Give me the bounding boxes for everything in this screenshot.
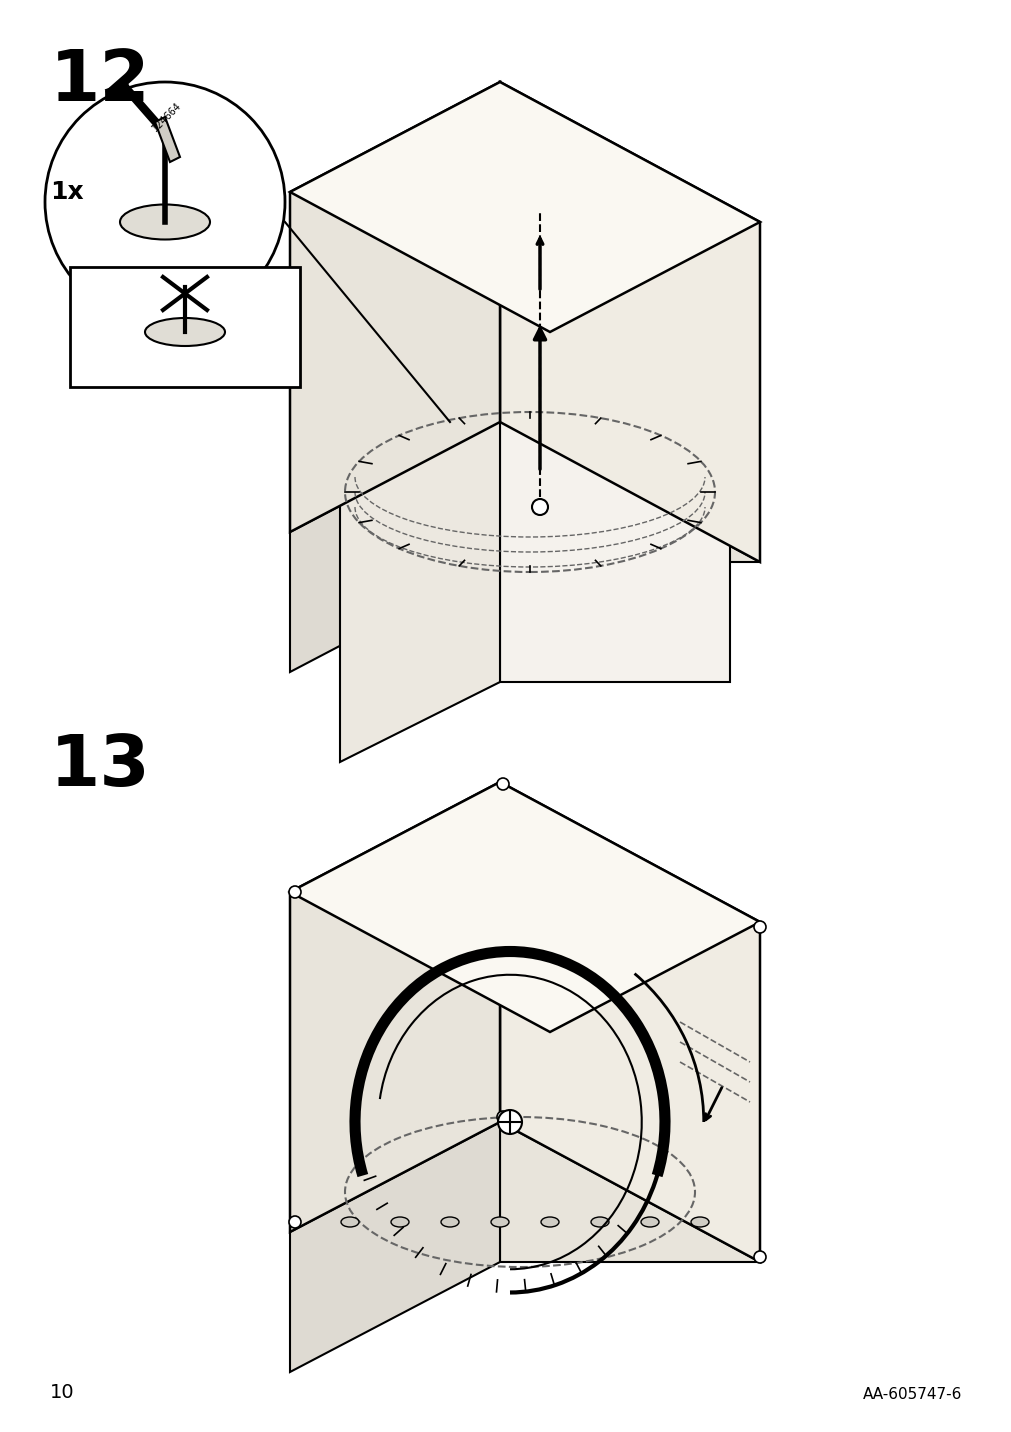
Ellipse shape — [640, 1217, 658, 1227]
Polygon shape — [499, 402, 729, 682]
Ellipse shape — [341, 1217, 359, 1227]
Polygon shape — [290, 82, 499, 533]
Text: 12: 12 — [50, 47, 151, 116]
Ellipse shape — [691, 1217, 709, 1227]
Ellipse shape — [145, 318, 224, 347]
Polygon shape — [290, 1123, 499, 1372]
Circle shape — [44, 82, 285, 322]
Polygon shape — [290, 82, 759, 332]
Polygon shape — [499, 782, 759, 1262]
Ellipse shape — [390, 1217, 408, 1227]
Text: 124664: 124664 — [150, 100, 183, 133]
Ellipse shape — [490, 1217, 509, 1227]
Circle shape — [753, 1252, 765, 1263]
Text: 13: 13 — [50, 732, 151, 800]
Circle shape — [532, 498, 548, 516]
Polygon shape — [499, 82, 759, 561]
Polygon shape — [290, 422, 499, 672]
Polygon shape — [340, 402, 499, 762]
Circle shape — [497, 1110, 522, 1134]
Ellipse shape — [541, 1217, 558, 1227]
Polygon shape — [290, 782, 759, 1032]
FancyBboxPatch shape — [70, 266, 299, 387]
Circle shape — [289, 1216, 300, 1229]
Circle shape — [496, 1111, 509, 1123]
Polygon shape — [155, 117, 180, 162]
Circle shape — [753, 921, 765, 934]
Text: 1x: 1x — [50, 180, 84, 203]
Ellipse shape — [590, 1217, 609, 1227]
Text: AA-605747-6: AA-605747-6 — [861, 1388, 961, 1402]
Ellipse shape — [441, 1217, 459, 1227]
Polygon shape — [290, 782, 499, 1232]
Circle shape — [496, 778, 509, 790]
Text: 10: 10 — [50, 1383, 75, 1402]
Polygon shape — [499, 1123, 759, 1262]
Polygon shape — [499, 422, 759, 561]
Circle shape — [289, 886, 300, 898]
Ellipse shape — [120, 205, 210, 239]
